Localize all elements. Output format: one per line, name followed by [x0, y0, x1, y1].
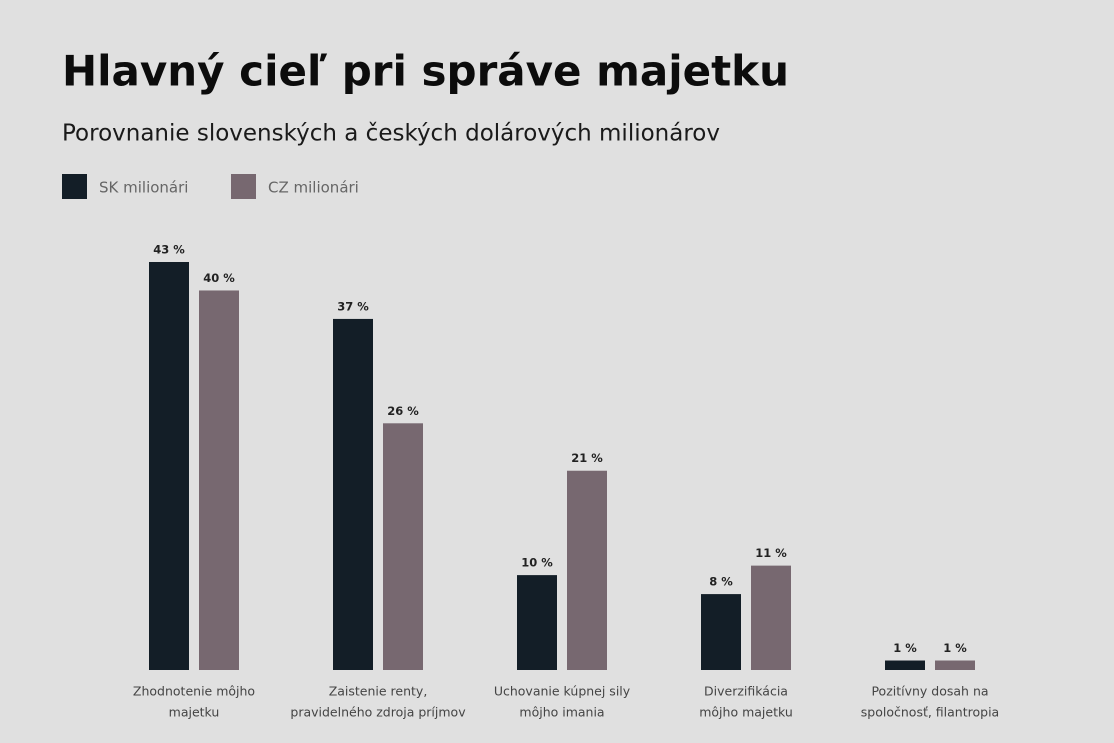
- legend-label: CZ milionári: [268, 179, 359, 197]
- bar: [149, 262, 189, 670]
- value-label: 1 %: [943, 641, 967, 655]
- bar: [333, 318, 373, 670]
- value-label: 10 %: [521, 556, 553, 570]
- x-tick-label: Diverzifikácia: [704, 684, 788, 699]
- bar: [517, 575, 557, 670]
- x-tick-label: pravidelného zdroja príjmov: [290, 705, 466, 720]
- value-label: 40 %: [203, 271, 235, 285]
- value-label: 26 %: [387, 404, 419, 418]
- legend-swatch: [62, 174, 87, 199]
- value-label: 1 %: [893, 641, 917, 655]
- x-tick-label: Zaistenie renty,: [329, 684, 428, 699]
- bar: [567, 470, 607, 670]
- bar: [701, 594, 741, 670]
- x-tick-label: Pozitívny dosah na: [871, 684, 988, 699]
- value-label: 8 %: [709, 575, 733, 589]
- bar: [935, 660, 975, 670]
- value-label: 21 %: [571, 451, 603, 465]
- bar: [383, 423, 423, 670]
- value-label: 11 %: [755, 546, 787, 560]
- value-label: 43 %: [153, 243, 185, 257]
- legend-label: SK milionári: [99, 179, 188, 197]
- x-tick-label: spoločnosť, filantropia: [861, 705, 999, 720]
- chart-title: Hlavný cieľ pri správe majetku: [62, 47, 789, 96]
- chart-subtitle: Porovnanie slovenských a českých dolárov…: [62, 121, 720, 147]
- x-tick-label: môjho imania: [519, 705, 604, 720]
- bar: [885, 660, 925, 670]
- value-label: 37 %: [337, 299, 369, 313]
- x-tick-label: Uchovanie kúpnej sily: [494, 684, 631, 699]
- x-tick-label: majetku: [169, 705, 220, 720]
- x-tick-label: môjho majetku: [699, 705, 793, 720]
- legend-swatch: [231, 174, 256, 199]
- bar: [199, 290, 239, 670]
- bar: [751, 565, 791, 670]
- x-tick-label: Zhodnotenie môjho: [133, 684, 255, 699]
